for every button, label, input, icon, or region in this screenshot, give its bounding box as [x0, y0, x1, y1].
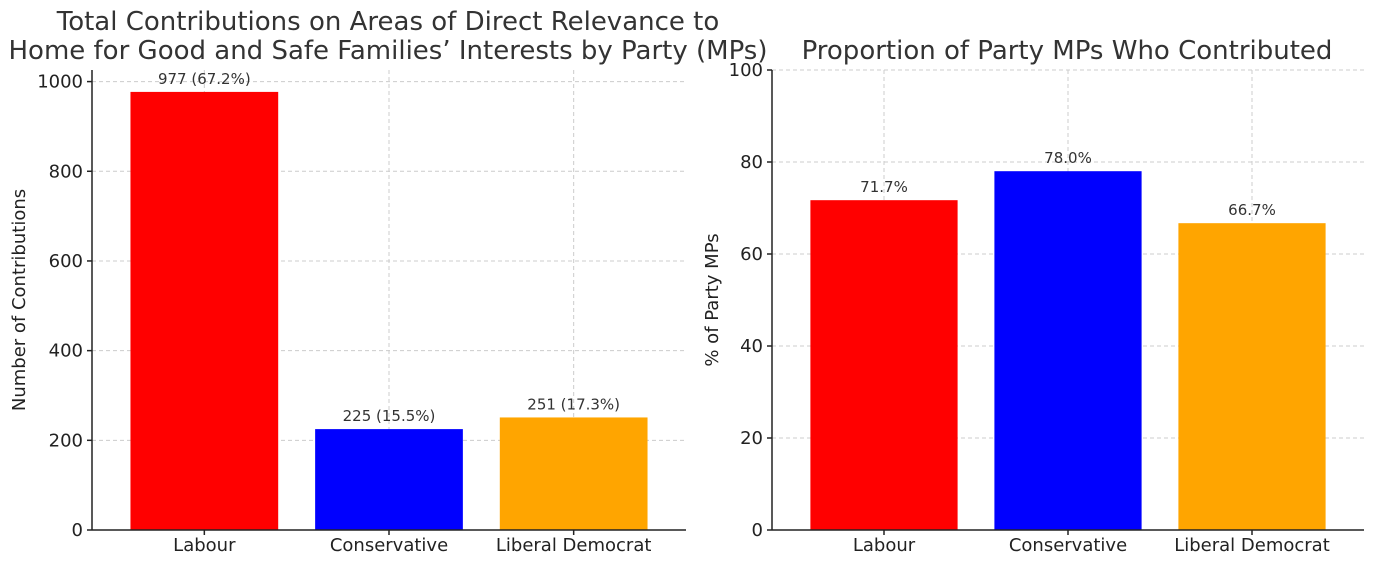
chart-title: Proportion of Party MPs Who Contributed	[802, 36, 1333, 66]
y-tick-label: 0	[752, 520, 763, 541]
bar-labour	[130, 91, 279, 531]
x-tick-label: Labour	[853, 535, 916, 556]
y-axis-label: % of Party MPs	[702, 233, 723, 366]
bar-labour	[810, 200, 958, 530]
bar-conservative	[994, 171, 1142, 530]
data-label: 66.7%	[1228, 201, 1276, 219]
y-tick-label: 200	[49, 430, 83, 451]
x-tick-label: Conservative	[1009, 535, 1127, 556]
y-tick-label: 60	[740, 244, 763, 265]
chart-title: Total Contributions on Areas of Direct R…	[56, 7, 720, 37]
y-tick-label: 100	[729, 60, 763, 81]
x-tick-label: Liberal Democrat	[1174, 535, 1330, 556]
y-tick-label: 800	[49, 161, 83, 182]
y-tick-label: 1000	[37, 72, 83, 93]
data-label: 225 (15.5%)	[343, 407, 436, 425]
y-tick-label: 20	[740, 428, 763, 449]
x-tick-label: Liberal Democrat	[496, 535, 652, 556]
x-tick-label: Labour	[173, 535, 236, 556]
data-label: 78.0%	[1044, 149, 1092, 167]
data-label: 251 (17.3%)	[527, 395, 620, 413]
data-label: 977 (67.2%)	[158, 70, 251, 88]
x-tick-label: Conservative	[330, 535, 448, 556]
y-tick-label: 40	[740, 336, 763, 357]
bar-liberal-democrat	[499, 417, 648, 530]
y-tick-label: 600	[49, 251, 83, 272]
bar-liberal-democrat	[1178, 223, 1326, 530]
y-tick-label: 400	[49, 341, 83, 362]
y-tick-label: 0	[72, 520, 83, 541]
chart-title: Home for Good and Safe Families’ Interes…	[8, 36, 767, 66]
data-label: 71.7%	[860, 178, 908, 196]
proportion-chart: 71.7% 78.0% 66.7% 0 20 40 60 80 100 Labour Conserv…	[702, 36, 1364, 556]
y-axis-label: Number of Contributions	[9, 189, 30, 411]
bar-conservative	[315, 429, 463, 530]
contributions-chart: 977 (67.2%)225 (15.5%)251 (17.3%)0200400…	[8, 7, 767, 556]
y-tick-label: 80	[740, 152, 763, 173]
